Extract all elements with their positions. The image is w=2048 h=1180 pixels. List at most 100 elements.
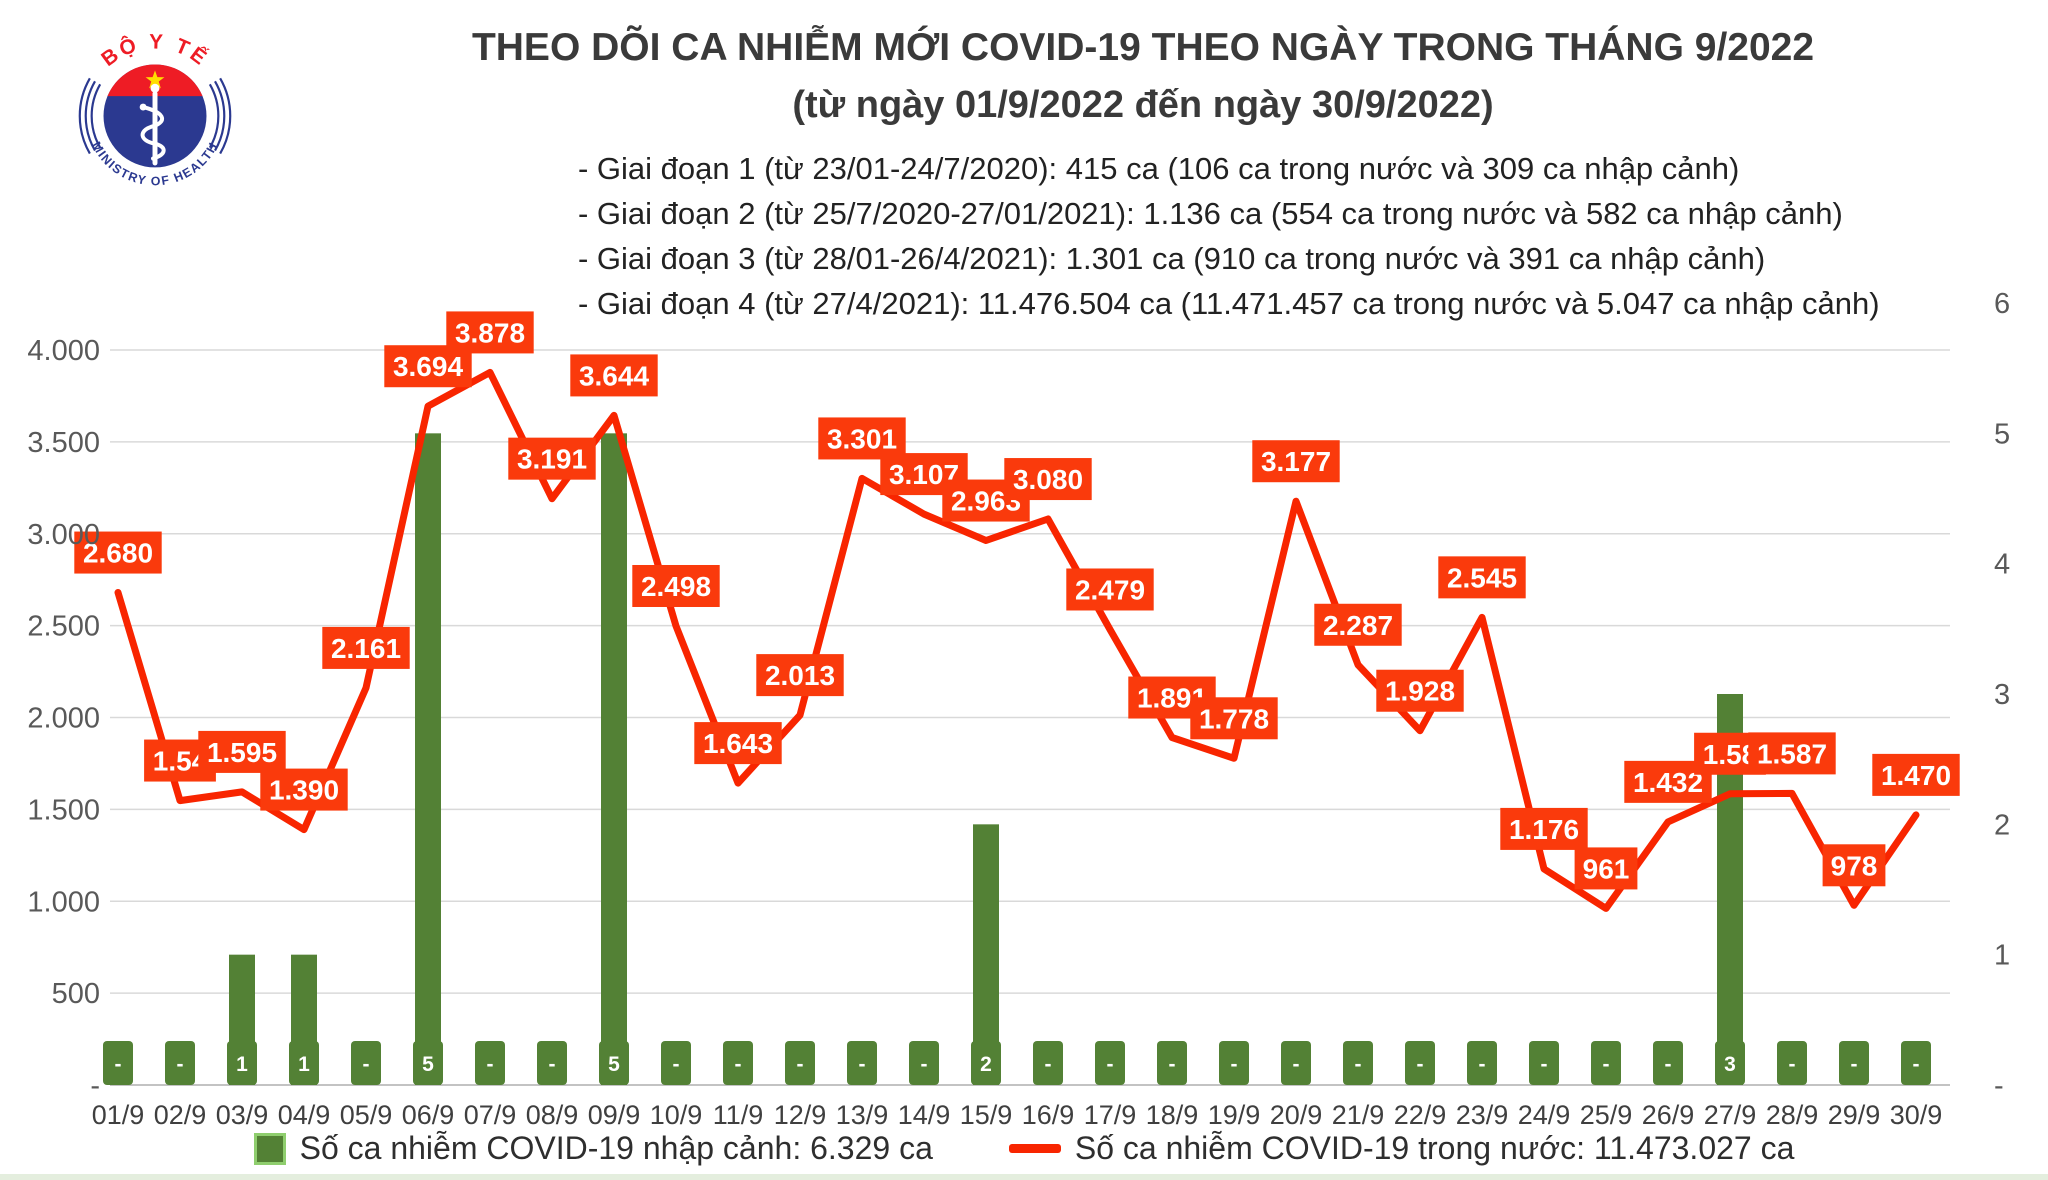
svg-text:3.177: 3.177: [1261, 446, 1331, 477]
svg-text:1.470: 1.470: [1881, 760, 1951, 791]
left-axis-ticks: 4.000 3.500 3.000 2.500 2.000 1.500 1.000 500 -: [27, 335, 100, 1102]
svg-text:1.176: 1.176: [1509, 814, 1579, 845]
svg-text:3.000: 3.000: [27, 519, 100, 551]
svg-text:-: -: [859, 1053, 866, 1076]
svg-text:27/9: 27/9: [1704, 1100, 1757, 1130]
svg-text:-: -: [1541, 1053, 1548, 1076]
svg-text:2.498: 2.498: [641, 571, 711, 602]
svg-text:1.500: 1.500: [27, 794, 100, 826]
phase-notes: - Giai đoạn 1 (từ 23/01-24/7/2020): 415 …: [578, 146, 1880, 326]
svg-text:2.161: 2.161: [331, 633, 401, 664]
svg-text:-: -: [1994, 1070, 2004, 1102]
svg-text:01/9: 01/9: [92, 1100, 145, 1130]
svg-text:1.000: 1.000: [27, 886, 100, 918]
svg-text:-: -: [177, 1053, 184, 1076]
svg-text:-: -: [1355, 1053, 1362, 1076]
logo-side-arcs: [78, 77, 232, 155]
note-phase-1: - Giai đoạn 1 (từ 23/01-24/7/2020): 415 …: [578, 151, 1740, 186]
svg-text:25/9: 25/9: [1580, 1100, 1633, 1130]
svg-text:961: 961: [1583, 853, 1630, 884]
note-phase-4: - Giai đoạn 4 (từ 27/4/2021): 11.476.504…: [578, 286, 1880, 321]
svg-text:1.643: 1.643: [703, 728, 773, 759]
note-phase-3: - Giai đoạn 3 (từ 28/01-26/4/2021): 1.30…: [578, 241, 1766, 276]
svg-text:-: -: [1107, 1053, 1114, 1076]
svg-text:22/9: 22/9: [1394, 1100, 1447, 1130]
svg-text:-: -: [797, 1053, 804, 1076]
svg-text:5: 5: [1994, 418, 2010, 450]
red-line-swatch-icon: [1008, 1144, 1061, 1153]
svg-text:1.432: 1.432: [1633, 767, 1703, 798]
date-axis-labels: 01/9 02/9 03/9 04/9 05/9 06/9 07/9 08/9 09/9 10/9…: [92, 1100, 1943, 1130]
svg-text:06/9: 06/9: [402, 1100, 455, 1130]
svg-text:02/9: 02/9: [154, 1100, 207, 1130]
svg-text:3.500: 3.500: [27, 427, 100, 459]
svg-text:28/9: 28/9: [1766, 1100, 1819, 1130]
svg-text:3.191: 3.191: [517, 444, 587, 475]
svg-text:29/9: 29/9: [1828, 1100, 1881, 1130]
svg-text:24/9: 24/9: [1518, 1100, 1571, 1130]
right-axis-ticks: 6 5 4 3 2 1 -: [1994, 288, 2010, 1102]
asclepius-staff-icon: [139, 83, 166, 166]
svg-text:-: -: [1045, 1053, 1052, 1076]
imported-case-value-tags: - - 1 1 - 5 - - 5 - - - - - 2 - - - - - - - - - - - 3 - - -: [103, 1041, 1931, 1085]
svg-text:1.595: 1.595: [207, 737, 277, 768]
svg-text:2.479: 2.479: [1075, 574, 1145, 605]
svg-text:-: -: [1665, 1053, 1672, 1076]
svg-text:500: 500: [52, 978, 100, 1010]
svg-text:3.644: 3.644: [579, 360, 649, 391]
svg-text:6: 6: [1994, 288, 2010, 320]
svg-text:3.694: 3.694: [393, 351, 463, 382]
svg-text:-: -: [1231, 1053, 1238, 1076]
svg-text:-: -: [1603, 1053, 1610, 1076]
svg-text:26/9: 26/9: [1642, 1100, 1695, 1130]
svg-text:5: 5: [422, 1053, 434, 1076]
svg-text:20/9: 20/9: [1270, 1100, 1323, 1130]
legend-imported-label: Số ca nhiễm COVID-19 nhập cảnh: 6.329 ca: [299, 1130, 933, 1166]
domestic-case-line: [114, 368, 1920, 912]
svg-text:-: -: [1913, 1053, 1920, 1076]
svg-text:978: 978: [1831, 850, 1878, 881]
svg-text:1: 1: [298, 1053, 310, 1076]
legend-item-imported: Số ca nhiễm COVID-19 nhập cảnh: 6.329 ca: [253, 1130, 933, 1167]
svg-text:4: 4: [1994, 549, 2010, 581]
chart-legend: Số ca nhiễm COVID-19 nhập cảnh: 6.329 ca…: [0, 1130, 2048, 1167]
svg-text:3.080: 3.080: [1013, 464, 1083, 495]
svg-text:1.928: 1.928: [1385, 676, 1455, 707]
svg-text:09/9: 09/9: [588, 1100, 641, 1130]
svg-text:2: 2: [1994, 809, 2010, 841]
svg-text:1: 1: [1994, 940, 2010, 972]
svg-text:2.000: 2.000: [27, 703, 100, 735]
svg-text:2.545: 2.545: [1447, 562, 1517, 593]
legend-domestic-label: Số ca nhiễm COVID-19 trong nước: 11.473.…: [1074, 1130, 1795, 1166]
svg-text:08/9: 08/9: [526, 1100, 579, 1130]
svg-text:1.778: 1.778: [1199, 703, 1269, 734]
star-icon: [145, 70, 165, 89]
svg-text:14/9: 14/9: [898, 1100, 951, 1130]
svg-text:-: -: [1417, 1053, 1424, 1076]
svg-text:3.878: 3.878: [455, 317, 525, 348]
svg-text:-: -: [363, 1053, 370, 1076]
svg-text:2.013: 2.013: [765, 660, 835, 691]
svg-text:1: 1: [236, 1053, 248, 1076]
svg-text:-: -: [549, 1053, 556, 1076]
svg-text:05/9: 05/9: [340, 1100, 393, 1130]
svg-text:1.587: 1.587: [1757, 738, 1827, 769]
svg-text:3: 3: [1994, 679, 2010, 711]
svg-text:5: 5: [608, 1053, 620, 1076]
svg-text:3.301: 3.301: [827, 423, 897, 454]
svg-text:13/9: 13/9: [836, 1100, 889, 1130]
svg-text:-: -: [1293, 1053, 1300, 1076]
svg-text:18/9: 18/9: [1146, 1100, 1199, 1130]
svg-text:17/9: 17/9: [1084, 1100, 1137, 1130]
svg-text:21/9: 21/9: [1332, 1100, 1385, 1130]
svg-text:3: 3: [1724, 1053, 1736, 1076]
svg-text:19/9: 19/9: [1208, 1100, 1261, 1130]
svg-text:10/9: 10/9: [650, 1100, 703, 1130]
svg-text:12/9: 12/9: [774, 1100, 827, 1130]
svg-text:-: -: [673, 1053, 680, 1076]
svg-text:1.390: 1.390: [269, 775, 339, 806]
svg-text:11/9: 11/9: [713, 1100, 764, 1130]
page-title: THEO DÕI CA NHIỄM MỚI COVID-19 THEO NGÀY…: [471, 26, 1815, 69]
